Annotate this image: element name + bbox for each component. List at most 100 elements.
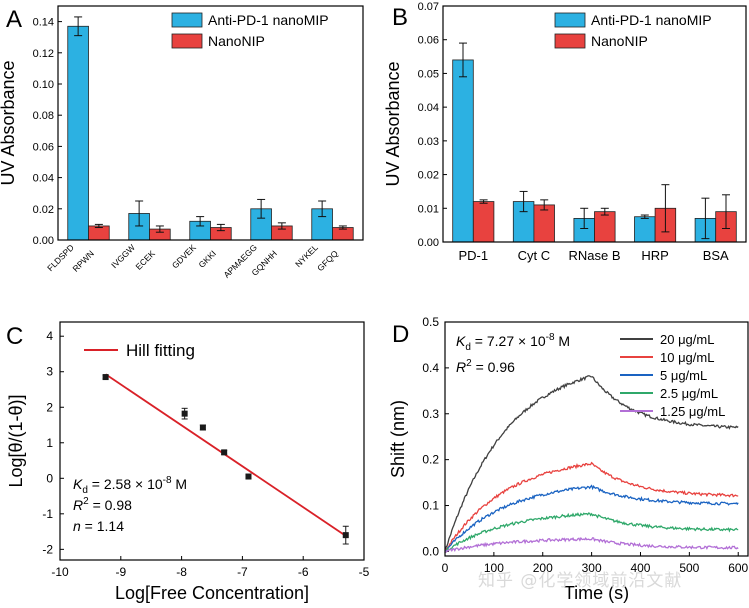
watermark: 知乎 @化学领域前沿文献 — [478, 571, 683, 591]
a-y-tick-label: 0.08 — [33, 110, 54, 122]
a-y-tick-label: 0.10 — [33, 79, 54, 91]
b-y-tick-label: 0.07 — [418, 1, 439, 13]
c-x-tick-label: -8 — [176, 565, 187, 579]
b-legend-label: NanoNIP — [591, 33, 648, 49]
c-x-tick-label: -6 — [298, 565, 309, 579]
b-bar — [472, 201, 495, 243]
a-x-tick-label: RPWN — [70, 248, 95, 273]
c-y-tick-label: -1 — [42, 507, 53, 521]
d-legend-label: 20 μg/mL — [660, 332, 714, 347]
c-data-point — [245, 473, 252, 480]
c-kd-annotation: Kd = 2.58 × 10-8 M — [73, 475, 187, 496]
d-y-tick-label: 0.4 — [422, 361, 439, 375]
d-legend-label: 5 μg/mL — [660, 368, 707, 383]
d-y-tick-label: 0.3 — [422, 407, 439, 421]
b-y-tick-label: 0.00 — [418, 237, 439, 249]
a-x-tick-label: GKKI — [196, 248, 217, 269]
a-y-tick-label: 0.04 — [33, 173, 54, 185]
c-y-tick-label: -2 — [42, 542, 53, 556]
b-bar — [594, 211, 616, 243]
c-y-axis-title: Log[θ/(1-θ)] — [6, 394, 26, 487]
b-x-tick-label: BSA — [703, 248, 729, 263]
b-y-tick-label: 0.06 — [418, 35, 439, 47]
a-legend-label: NanoNIP — [208, 33, 265, 49]
b-y-axis-title: UV Absorbance — [383, 61, 403, 186]
panel-d: D 0 100 200 300 400 500 600 0.0 0.1 0.2 0.3 0.4 0.5 Ti… — [388, 315, 749, 603]
b-y-tick-label: 0.04 — [418, 102, 439, 114]
d-y-tick-label: 0.1 — [422, 499, 439, 513]
d-y-axis-title: Shift (nm) — [388, 400, 408, 478]
c-data-point — [221, 449, 228, 456]
b-legend-label: Anti-PD-1 nanoMIP — [591, 12, 712, 28]
b-bar — [452, 59, 474, 243]
d-x-tick-label: 100 — [484, 561, 504, 575]
c-x-axis-title: Log[Free Concentration] — [115, 583, 309, 603]
b-x-tick-label: HRP — [641, 248, 668, 263]
b-x-tick-label: PD-1 — [458, 248, 488, 263]
a-x-tick-label: GFQQ — [315, 248, 340, 273]
b-axes-frame — [442, 5, 747, 243]
b-x-tick-label: Cyt C — [518, 248, 551, 263]
panel-letter-d: D — [392, 321, 409, 348]
b-bar — [533, 204, 555, 243]
b-x-tick-label: RNase B — [568, 248, 620, 263]
d-r2-annotation: R2 = 0.96 — [456, 358, 515, 375]
d-x-tick-label: 600 — [728, 561, 748, 575]
d-legend-label: 1.25 μg/mL — [660, 404, 725, 419]
c-y-tick-label: 0 — [46, 471, 53, 485]
a-y-tick-label: 0.12 — [33, 48, 54, 60]
c-y-tick-label: 1 — [46, 436, 53, 450]
c-data-point — [199, 424, 206, 431]
d-kd-annotation: Kd = 7.27 × 10-8 M — [456, 332, 570, 353]
a-y-tick-label: 0.02 — [33, 204, 54, 216]
d-axes-frame — [444, 321, 749, 557]
c-axes-frame — [59, 321, 365, 561]
d-x-tick-label: 200 — [533, 561, 553, 575]
b-y-tick-label: 0.02 — [418, 170, 439, 182]
a-legend-label: Anti-PD-1 nanoMIP — [208, 12, 329, 28]
c-data-point — [342, 532, 349, 539]
b-legend-swatch — [554, 12, 586, 28]
a-x-tick-label: GDVEK — [170, 242, 198, 270]
c-n-annotation: n = 1.14 — [73, 518, 124, 534]
panel-letter-b: B — [392, 4, 408, 31]
d-x-axis-title: Time (s) — [564, 583, 629, 603]
a-x-tick-label: ECEK — [133, 248, 157, 272]
a-y-tick-label: 0.14 — [33, 17, 54, 29]
panel-letter-c: C — [6, 323, 23, 350]
a-bar — [67, 25, 89, 241]
c-x-tick-label: -7 — [237, 565, 248, 579]
a-axes-frame — [57, 5, 364, 241]
c-x-tick-label: -5 — [359, 565, 370, 579]
c-x-tick-label: -9 — [115, 565, 126, 579]
c-y-tick-label: 4 — [46, 329, 53, 343]
d-series-line — [444, 484, 739, 553]
a-y-tick-label: 0.00 — [33, 235, 54, 247]
b-y-tick-label: 0.03 — [418, 136, 439, 148]
a-bar — [88, 225, 110, 241]
d-x-tick-label: 0 — [442, 561, 449, 575]
d-series-line — [444, 512, 739, 554]
d-series-line — [444, 536, 739, 554]
d-y-tick-label: 0.2 — [422, 453, 439, 467]
a-legend-swatch — [171, 33, 203, 49]
d-x-tick-label: 400 — [630, 561, 650, 575]
panel-b: B 0.00 0.01 0.02 0.03 0.04 0.05 0.06 0.07 UV Abso… — [383, 1, 747, 263]
b-y-tick-label: 0.05 — [418, 68, 439, 80]
a-y-axis-title: UV Absorbance — [0, 60, 18, 185]
c-r2-annotation: R2 = 0.98 — [73, 496, 132, 513]
d-x-tick-label: 300 — [582, 561, 602, 575]
c-x-tick-label: -10 — [51, 565, 69, 579]
d-series-line — [444, 461, 739, 553]
a-legend-swatch — [171, 12, 203, 28]
d-y-tick-label: 0.0 — [422, 544, 439, 558]
d-x-tick-label: 500 — [679, 561, 699, 575]
d-series-line — [444, 375, 739, 553]
b-y-tick-label: 0.01 — [418, 203, 439, 215]
b-legend-swatch — [554, 33, 586, 49]
c-y-tick-label: 3 — [46, 365, 53, 379]
panel-a: A 0.00 0.02 0.04 0.06 0.08 0.10 0.12 0.14 UV Abso… — [0, 5, 364, 280]
c-data-point — [181, 410, 188, 417]
